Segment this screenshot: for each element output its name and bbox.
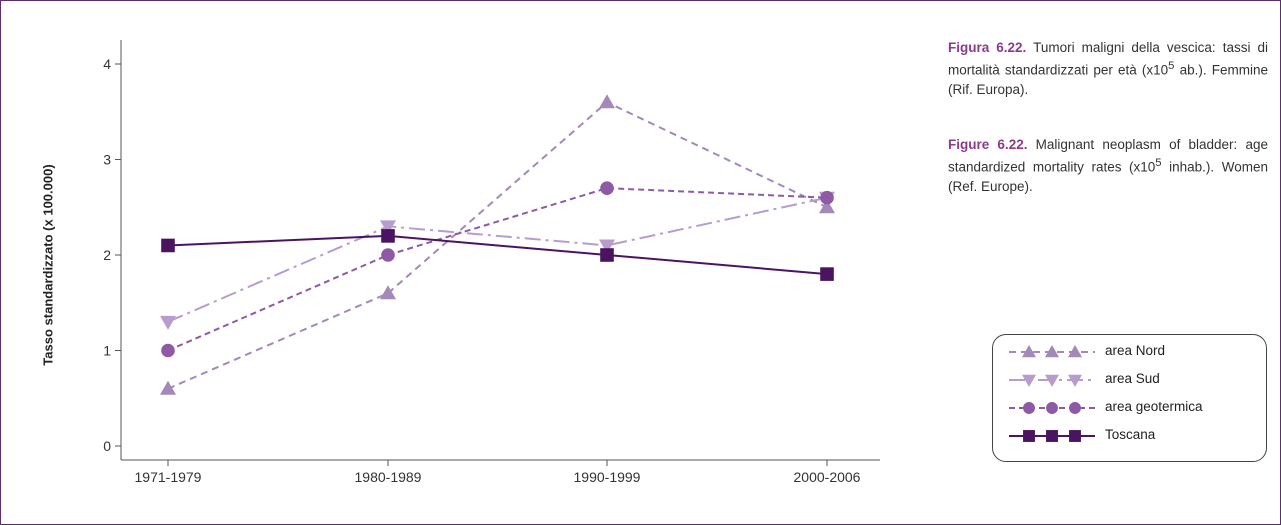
legend-marker-toscana	[1023, 430, 1035, 442]
legend-swatch-toscana	[1009, 430, 1095, 442]
legend-marker-area-nord	[1022, 345, 1036, 358]
caption-italian-figure-number: Figura 6.22.	[948, 40, 1027, 55]
legend-marker-area-nord	[1045, 345, 1059, 358]
x-tick-label: 2000-2006	[794, 469, 861, 485]
legend-marker-toscana	[1069, 430, 1081, 442]
legend-label-area-sud: area Sud	[1105, 371, 1160, 386]
data-point-area-geotermica	[161, 343, 175, 358]
y-tick-label: 3	[103, 152, 111, 168]
caption-italian-text-b: ab.). Femmine (Rif. Europa).	[948, 62, 1268, 97]
legend-label-area-nord: area Nord	[1105, 343, 1166, 358]
y-axis-label: Tasso standardizzato (x 100.000)	[40, 164, 56, 366]
data-point-toscana	[381, 229, 395, 243]
data-point-area-sud	[599, 239, 615, 254]
legend-marker-area-geotermica	[1046, 402, 1058, 414]
data-point-area-nord	[819, 199, 835, 214]
legend-swatch-area-geotermica	[1009, 402, 1095, 414]
legend-marker-toscana	[1046, 430, 1058, 442]
legend-item-toscana: Toscana	[1007, 425, 1262, 447]
data-point-area-geotermica	[820, 190, 834, 205]
caption-english-figure-number: Figure 6.22.	[948, 137, 1028, 152]
caption-italian: Figura 6.22. Tumori maligni della vescic…	[948, 38, 1268, 99]
caption-italian-text-a: Tumori maligni della vescica: tassi di m…	[948, 40, 1268, 78]
series-line-area-sud	[167, 196, 828, 323]
data-point-area-sud	[160, 315, 176, 330]
caption-italian-exponent: 5	[1168, 60, 1175, 72]
x-tick-label: 1980-1989	[355, 469, 422, 485]
y-tick-label: 2	[103, 247, 111, 263]
legend-item-area-sud: area Sud	[1007, 369, 1262, 391]
x-tick-label: 1971-1979	[135, 469, 202, 485]
legend-swatch-area-nord	[1009, 345, 1095, 358]
legend-marker-area-nord	[1068, 345, 1082, 358]
data-point-area-nord	[160, 380, 176, 395]
data-point-toscana	[820, 267, 834, 281]
y-tick-label: 0	[103, 438, 111, 454]
series-line-toscana	[167, 234, 828, 276]
data-point-area-geotermica	[381, 248, 395, 262]
legend-marker-area-geotermica	[1069, 402, 1081, 414]
legend-marker-area-sud	[1022, 374, 1036, 387]
data-point-area-nord	[380, 285, 396, 300]
line-chart: 0 1 2 3 4 1971-1979 1980-1989 1990-1999 2000-200…	[103, 40, 880, 485]
legend-marker-area-geotermica	[1023, 402, 1035, 414]
data-point-area-geotermica	[600, 181, 614, 195]
legend-marker-area-sud	[1045, 374, 1059, 387]
caption-english: Figure 6.22. Malignant neoplasm of bladd…	[948, 135, 1268, 196]
caption-english-exponent: 5	[1155, 157, 1162, 169]
legend-item-area-nord: area Nord	[1007, 341, 1262, 363]
chart-legend: area Nord area Sud area geotermica Tosca…	[992, 334, 1267, 462]
legend-item-area-geotermica: area geotermica	[1007, 397, 1262, 419]
legend-swatch-area-sud	[1009, 374, 1095, 387]
y-tick-label: 4	[103, 56, 111, 72]
caption-english-text-a: Malignant neoplasm of bladder: age stand…	[948, 137, 1268, 175]
series-line-area-nord	[167, 101, 828, 390]
legend-label-area-geotermica: area geotermica	[1105, 399, 1203, 414]
data-point-toscana	[161, 238, 175, 253]
series-line-area-geotermica	[167, 187, 828, 352]
caption-english-text-b: inhab.). Women (Ref. Europe).	[948, 159, 1268, 194]
x-tick-label: 1990-1999	[574, 469, 641, 485]
data-point-toscana	[600, 248, 614, 262]
legend-label-toscana: Toscana	[1105, 427, 1156, 442]
data-point-area-nord	[599, 94, 615, 109]
data-point-area-sud	[380, 220, 396, 235]
legend-marker-area-sud	[1068, 374, 1082, 387]
y-tick-label: 1	[103, 343, 111, 359]
